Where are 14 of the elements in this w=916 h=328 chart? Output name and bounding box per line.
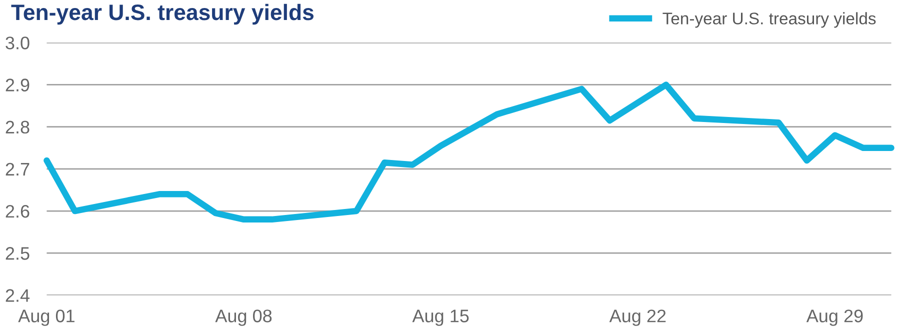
x-tick-label: Aug 15 xyxy=(412,310,469,326)
y-tick-label: 3.0 xyxy=(6,36,30,50)
x-tick-label: Aug 01 xyxy=(18,310,74,326)
chart-title: Ten-year U.S. treasury yields xyxy=(11,4,314,25)
y-tick-label: 2.6 xyxy=(6,204,30,218)
x-tick-label: Aug 08 xyxy=(215,310,272,326)
y-tick-label: 2.9 xyxy=(6,78,30,92)
x-tick-label: Aug 29 xyxy=(806,310,863,326)
legend-label: Ten-year U.S. treasury yields xyxy=(662,12,876,28)
y-tick-label: 2.5 xyxy=(6,247,30,260)
y-tick-label: 2.7 xyxy=(6,162,30,176)
y-tick-label: 2.4 xyxy=(6,289,30,302)
y-tick-label: 2.8 xyxy=(6,120,30,134)
x-tick-label: Aug 22 xyxy=(609,310,666,326)
